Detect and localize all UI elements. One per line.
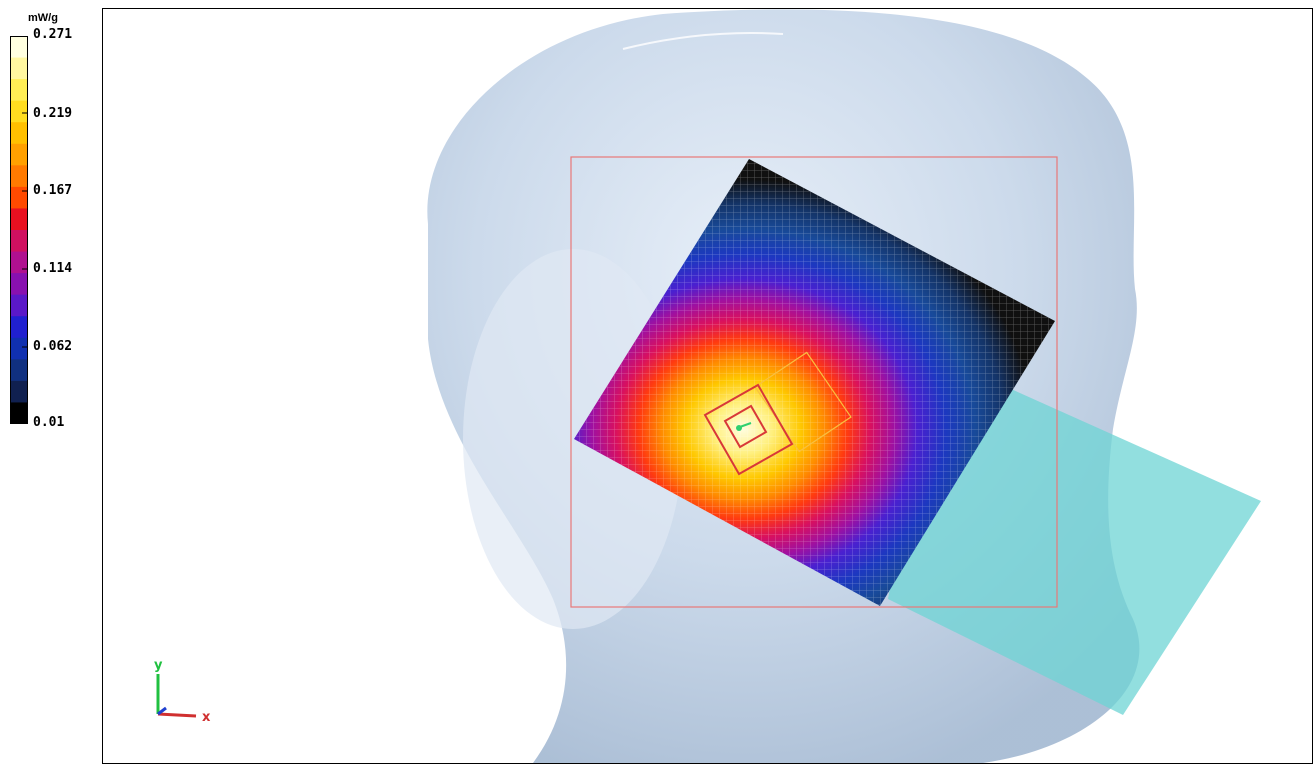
- colorbar-band: [10, 359, 28, 382]
- legend-tick-label: 0.219: [33, 106, 73, 121]
- colorbar-band: [10, 273, 28, 296]
- legend-tick-label: 0.167: [33, 183, 73, 198]
- sar-distribution-grid: [574, 159, 1055, 606]
- color-scale-legend: mW/g 0.271 0.219 0.167 0.114 0.062 0.01: [0, 0, 100, 766]
- scan-area-frame: [570, 156, 1058, 608]
- colorbar-band: [10, 122, 28, 145]
- zoom-scan-box-inner: [723, 404, 768, 449]
- phone-model: [888, 354, 1261, 715]
- 3d-viewport[interactable]: y x: [102, 8, 1313, 764]
- colorbar-band: [10, 165, 28, 188]
- legend-tick-label: 0.01: [33, 415, 65, 430]
- axis-x-label: x: [202, 710, 211, 725]
- legend-tick-label: 0.271: [33, 27, 73, 42]
- colorbar-band: [10, 337, 28, 360]
- colorbar-band: [10, 100, 28, 123]
- colorbar-band: [10, 380, 28, 403]
- colorbar-band: [10, 251, 28, 274]
- colorbar-band: [10, 143, 28, 166]
- colorbar-band: [10, 186, 28, 209]
- colorbar-band: [10, 79, 28, 102]
- zoom-scan-box: [703, 383, 794, 476]
- sar-scene: y x: [154, 9, 1261, 763]
- colorbar-band: [10, 316, 28, 339]
- colorbar-band: [10, 36, 28, 59]
- legend-unit-label: mW/g: [28, 12, 58, 24]
- legend-tick-label: 0.114: [33, 261, 73, 276]
- colorbar-band: [10, 230, 28, 253]
- colorbar-band: [10, 57, 28, 80]
- axis-triad: y x: [154, 658, 211, 725]
- axis-y-label: y: [154, 658, 163, 673]
- colorbar-band: [10, 208, 28, 231]
- colorbar-band: [10, 294, 28, 317]
- legend-tick-label: 0.062: [33, 339, 73, 354]
- colorbar-band: [10, 402, 28, 424]
- colorbar: [10, 36, 28, 424]
